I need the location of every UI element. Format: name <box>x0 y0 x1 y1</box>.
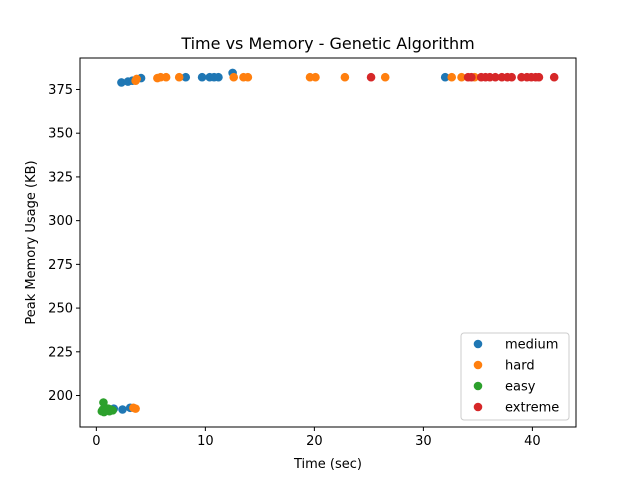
legend: medium hard easy extreme <box>460 332 570 421</box>
y-tick-label: 350 <box>48 127 73 142</box>
series-easy <box>97 398 118 417</box>
data-point-medium <box>181 72 191 82</box>
points-layer <box>97 68 559 417</box>
x-axis: 0 10 20 30 40 <box>92 427 541 449</box>
data-point-easy <box>108 406 118 415</box>
legend-box <box>460 332 570 421</box>
data-point-hard <box>447 72 457 82</box>
x-tick-label: 0 <box>92 434 100 449</box>
data-point-hard <box>174 72 184 82</box>
data-point-hard <box>340 72 350 82</box>
chart-title: Time vs Memory - Genetic Algorithm <box>180 34 474 53</box>
data-point-hard <box>457 72 466 82</box>
x-axis-title: Time (sec) <box>293 457 362 472</box>
data-point-hard <box>161 72 171 82</box>
y-axis: 200 225 250 275 300 325 350 375 <box>48 83 80 404</box>
y-axis-title: Peak Memory Usage (KB) <box>24 160 39 324</box>
data-point-extreme <box>507 72 516 82</box>
axes-frame <box>79 57 577 428</box>
y-tick-label: 275 <box>48 258 73 273</box>
y-tick-label: 250 <box>48 302 73 317</box>
legend-marker-medium <box>473 339 483 349</box>
legend-marker-extreme <box>473 402 483 412</box>
data-point-hard <box>229 72 239 82</box>
x-tick-label: 40 <box>524 434 541 449</box>
legend-label-easy: easy <box>505 380 536 395</box>
plot-area <box>79 57 577 428</box>
y-tick-label: 375 <box>48 83 73 98</box>
legend-marker-hard <box>473 360 483 370</box>
x-tick-label: 20 <box>306 434 323 449</box>
x-tick-label: 10 <box>197 434 214 449</box>
data-point-medium <box>214 72 223 82</box>
data-point-hard <box>243 72 253 82</box>
data-point-medium <box>440 72 450 82</box>
data-point-hard <box>311 72 320 82</box>
series-extreme <box>366 72 559 82</box>
y-tick-label: 200 <box>48 389 73 404</box>
legend-label-hard: hard <box>505 359 535 374</box>
data-point-medium <box>118 405 127 414</box>
data-point-hard <box>380 72 390 82</box>
legend-label-extreme: extreme <box>505 401 559 416</box>
data-point-extreme <box>491 72 500 82</box>
series-hard <box>129 72 479 413</box>
y-tick-label: 225 <box>48 345 73 360</box>
data-point-extreme <box>366 72 376 82</box>
legend-label-medium: medium <box>505 338 558 353</box>
data-point-extreme <box>549 72 559 82</box>
data-point-medium <box>117 78 126 87</box>
x-tick-label: 30 <box>415 434 432 449</box>
data-point-extreme <box>534 72 544 82</box>
series-medium <box>109 68 450 414</box>
data-point-hard <box>132 74 141 84</box>
data-point-medium <box>197 72 207 82</box>
y-tick-label: 300 <box>48 214 73 229</box>
y-tick-label: 325 <box>48 170 73 185</box>
data-point-hard <box>131 404 140 413</box>
data-point-extreme <box>467 72 476 82</box>
legend-marker-easy <box>473 381 483 391</box>
